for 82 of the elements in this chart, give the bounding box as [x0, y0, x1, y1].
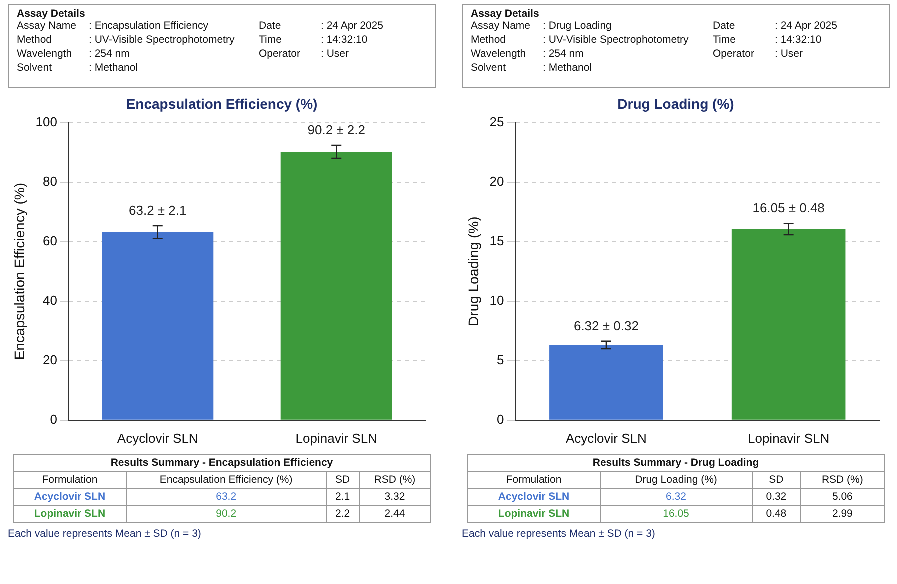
- text: 16.05: [600, 506, 752, 522]
- y-tick-label: 20: [490, 174, 504, 189]
- text: Acyclovir SLN: [14, 488, 126, 506]
- text: Method: [471, 34, 508, 46]
- chart-title: Encapsulation Efficiency (%): [125, 96, 319, 112]
- data-label: 63.2 ± 2.1: [129, 203, 187, 218]
- text: Date: [713, 20, 736, 32]
- text: Wavelength: [17, 48, 74, 60]
- text: : 24 Apr 2025: [775, 20, 838, 32]
- data-label: 16.05 ± 0.48: [752, 200, 825, 216]
- text: 2.2: [326, 506, 360, 522]
- y-tick-label: 100: [36, 114, 58, 130]
- text: : UV-Visible Spectrophotometry: [543, 34, 690, 46]
- text: Time: [259, 34, 283, 46]
- y-tick-label: 40: [43, 292, 58, 308]
- text: Date: [259, 20, 282, 32]
- text: Acyclovir SLN: [468, 488, 601, 506]
- y-tick-label: 15: [490, 233, 504, 248]
- x-tick-label: Acyclovir SLN: [566, 430, 647, 446]
- text: Wavelength: [471, 48, 528, 60]
- text: Operator: [713, 48, 756, 60]
- text: Operator: [259, 48, 302, 60]
- y-tick-label: 80: [43, 174, 58, 189]
- text: Each value represents Mean ± SD (n = 3): [462, 528, 656, 540]
- y-tick-label: 0: [497, 412, 504, 427]
- text: : 254 nm: [543, 48, 585, 60]
- text: SD: [752, 472, 801, 488]
- text: Assay Details: [471, 8, 540, 20]
- text: Assay Name: [17, 20, 78, 32]
- text: Solvent: [17, 62, 54, 74]
- text: : Encapsulation Efficiency: [89, 20, 210, 32]
- data-label: 6.32 ± 0.32: [574, 318, 639, 334]
- text: Method: [17, 34, 54, 46]
- text: : Methanol: [543, 62, 594, 74]
- text: 3.32: [359, 488, 430, 506]
- text: : 24 Apr 2025: [321, 20, 384, 32]
- text: : User: [321, 48, 350, 60]
- y-axis-title: Drug Loading (%): [465, 216, 482, 326]
- text: Results Summary - Drug Loading: [468, 454, 884, 472]
- x-tick-label: Lopinavir SLN: [748, 430, 830, 446]
- text: : 254 nm: [89, 48, 131, 60]
- y-tick-label: 25: [490, 114, 504, 130]
- x-tick-label: Lopinavir SLN: [296, 430, 378, 446]
- text: : 14:32:10: [775, 34, 823, 46]
- text: : UV-Visible Spectrophotometry: [89, 34, 236, 46]
- text: 6.32: [600, 488, 752, 506]
- text: 2.99: [800, 506, 884, 522]
- text: 0.48: [752, 506, 801, 522]
- text: 63.2: [126, 488, 326, 506]
- text: RSD (%): [359, 472, 430, 488]
- text: Assay Name: [471, 20, 532, 32]
- text: : 14:32:10: [321, 34, 369, 46]
- text: : Drug Loading: [543, 20, 613, 32]
- text: Solvent: [471, 62, 508, 74]
- y-tick-label: 10: [490, 292, 504, 308]
- text: Formulation: [468, 472, 601, 488]
- text: SD: [326, 472, 360, 488]
- text: 0.32: [752, 488, 801, 506]
- data-label: 90.2 ± 2.2: [308, 122, 366, 138]
- text: 5.06: [800, 488, 884, 506]
- text: Assay Details: [17, 8, 86, 20]
- y-tick-label: 20: [43, 352, 58, 368]
- y-tick-label: 5: [497, 352, 504, 368]
- x-tick-label: Acyclovir SLN: [117, 430, 198, 446]
- y-tick-label: 60: [43, 233, 58, 248]
- text: Time: [713, 34, 737, 46]
- text: 90.2: [126, 506, 326, 522]
- text: Encapsulation Efficiency (%): [126, 472, 326, 488]
- text: RSD (%): [800, 472, 884, 488]
- text: Formulation: [14, 472, 126, 488]
- text: Results Summary - Encapsulation Efficiency: [14, 454, 430, 472]
- text: : User: [775, 48, 804, 60]
- text: Each value represents Mean ± SD (n = 3): [8, 528, 202, 540]
- chart-title: Drug Loading (%): [616, 96, 736, 112]
- text: 2.44: [359, 506, 430, 522]
- text: 2.1: [326, 488, 360, 506]
- y-axis-title: Encapsulation Efficiency (%): [11, 183, 28, 360]
- text: Lopinavir SLN: [468, 506, 601, 522]
- text: Drug Loading (%): [600, 472, 752, 488]
- text: : Methanol: [89, 62, 140, 74]
- text: Lopinavir SLN: [14, 506, 126, 522]
- y-tick-label: 0: [50, 412, 58, 427]
